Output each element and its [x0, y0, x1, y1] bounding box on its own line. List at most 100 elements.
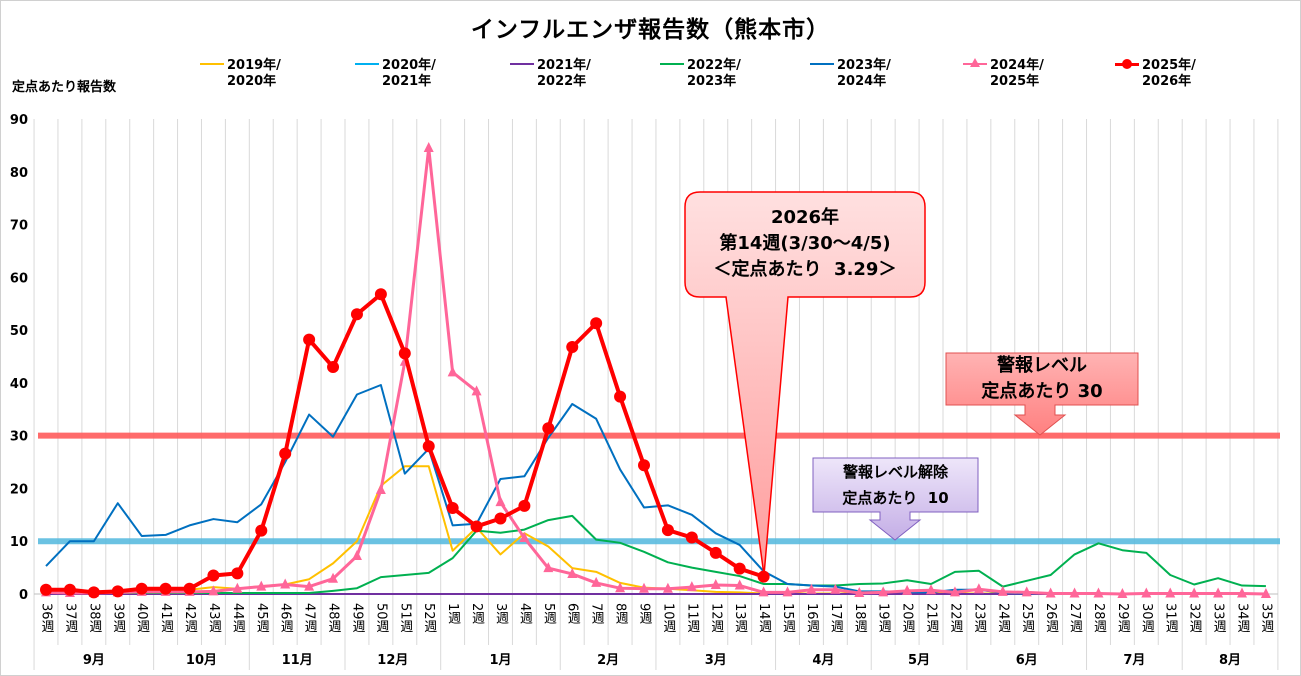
- x-tick-label: 12週: [708, 603, 724, 633]
- x-tick-label: 5週: [541, 603, 557, 625]
- latest-callout-value: ＜定点あたり 3.29＞: [713, 259, 897, 280]
- alert-callout-text: 警報レベル 定点あたり 30: [946, 353, 1138, 405]
- x-tick-label: 28週: [1091, 603, 1107, 633]
- x-tick-label: 9週: [637, 603, 653, 625]
- data-point: [1141, 587, 1152, 598]
- data-point: [710, 579, 721, 590]
- data-point: [782, 586, 793, 597]
- data-point: [639, 582, 649, 593]
- data-point: [926, 584, 937, 595]
- month-label: 2月: [597, 653, 619, 668]
- y-tick-label: 20: [10, 482, 28, 497]
- data-point: [40, 583, 52, 596]
- month-label: 9月: [83, 653, 105, 668]
- data-point: [854, 586, 865, 597]
- series-3: [46, 514, 1266, 594]
- legend-item: 2023年/2024年: [810, 58, 891, 90]
- data-point: [256, 580, 267, 591]
- data-point: [806, 583, 817, 594]
- x-tick-label: 30週: [1139, 603, 1155, 633]
- data-point: [1069, 587, 1080, 598]
- data-point: [615, 582, 626, 593]
- y-axis-label: 定点あたり報告数: [12, 80, 117, 95]
- x-tick-label: 43週: [206, 603, 222, 633]
- y-tick-label: 0: [19, 588, 28, 603]
- legend-label: 2020年/2021年: [382, 58, 436, 89]
- x-tick-label: 45週: [254, 603, 270, 633]
- data-point: [422, 440, 435, 453]
- data-point: [328, 572, 339, 583]
- legend-item: 2025年/2026年: [1115, 58, 1196, 90]
- data-point: [255, 524, 268, 537]
- data-point: [758, 586, 769, 597]
- data-point: [279, 447, 292, 460]
- data-point: [757, 570, 770, 583]
- data-point: [63, 583, 76, 596]
- x-tick-label: 29週: [1115, 603, 1131, 633]
- legend-swatch: [963, 58, 987, 69]
- legend-item: 2020年/2021年: [355, 58, 436, 90]
- data-point: [661, 524, 674, 537]
- x-tick-label: 31週: [1163, 603, 1179, 633]
- data-point: [327, 361, 340, 374]
- x-tick-label: 47週: [302, 603, 318, 633]
- x-tick-label: 36週: [39, 603, 55, 633]
- y-tick-label: 30: [10, 430, 28, 445]
- x-tick-label: 4週: [517, 603, 533, 625]
- x-tick-label: 27週: [1067, 603, 1083, 633]
- x-tick-label: 2週: [469, 603, 485, 625]
- legend-label: 2021年/2022年: [537, 58, 591, 89]
- x-tick-label: 50週: [373, 603, 389, 633]
- legend-label: 2024年/2025年: [990, 58, 1044, 89]
- month-label: 1月: [489, 653, 511, 668]
- y-tick-label: 50: [10, 324, 28, 339]
- data-point: [997, 585, 1008, 596]
- x-tick-label: 10週: [660, 603, 676, 633]
- data-point: [1165, 587, 1176, 598]
- legend-item: 2024年/2025年: [963, 58, 1044, 90]
- month-label: 11月: [282, 653, 313, 668]
- alert-callout-title: 警報レベル: [997, 355, 1087, 376]
- data-point: [567, 567, 578, 578]
- data-point: [566, 341, 579, 353]
- x-tick-label: 8週: [613, 603, 629, 625]
- data-point: [446, 501, 459, 514]
- x-tick-label: 46週: [278, 603, 294, 633]
- x-tick-label: 6週: [565, 603, 581, 625]
- x-tick-label: 16週: [804, 603, 820, 633]
- x-tick-label: 49週: [349, 603, 365, 633]
- x-tick-label: 40週: [134, 603, 150, 633]
- legend-swatch: [1115, 59, 1139, 69]
- legend-swatch: [660, 59, 684, 69]
- series-6: [40, 288, 770, 599]
- release-callout-value: 定点あたり 10: [842, 489, 949, 507]
- month-label: 7月: [1123, 653, 1145, 668]
- x-tick-label: 38週: [86, 603, 102, 633]
- data-point: [518, 499, 531, 512]
- data-point: [733, 562, 746, 575]
- data-point: [591, 576, 602, 587]
- data-point: [686, 581, 697, 592]
- data-point: [135, 582, 148, 595]
- data-point: [1045, 587, 1056, 598]
- data-point: [280, 578, 291, 589]
- x-tick-label: 52週: [421, 603, 437, 633]
- x-tick-label: 34週: [1235, 603, 1251, 633]
- x-tick-label: 19週: [876, 603, 892, 633]
- legend-swatch: [510, 59, 534, 69]
- month-label: 8月: [1219, 653, 1241, 668]
- data-point: [590, 317, 603, 330]
- data-point: [519, 532, 530, 543]
- data-point: [447, 366, 458, 377]
- data-point: [542, 422, 555, 435]
- data-point: [1117, 588, 1128, 598]
- x-tick-label: 33週: [1211, 603, 1227, 633]
- data-point: [398, 347, 411, 360]
- legend-swatch: [200, 59, 224, 69]
- legend-item: 2019年/2020年: [200, 58, 281, 90]
- latest-callout-week: 第14週(3/30～4/5): [719, 233, 891, 254]
- x-tick-label: 11週: [684, 603, 700, 633]
- y-tick-label: 70: [10, 219, 28, 234]
- release-callout-title: 警報レベル解除: [842, 463, 948, 481]
